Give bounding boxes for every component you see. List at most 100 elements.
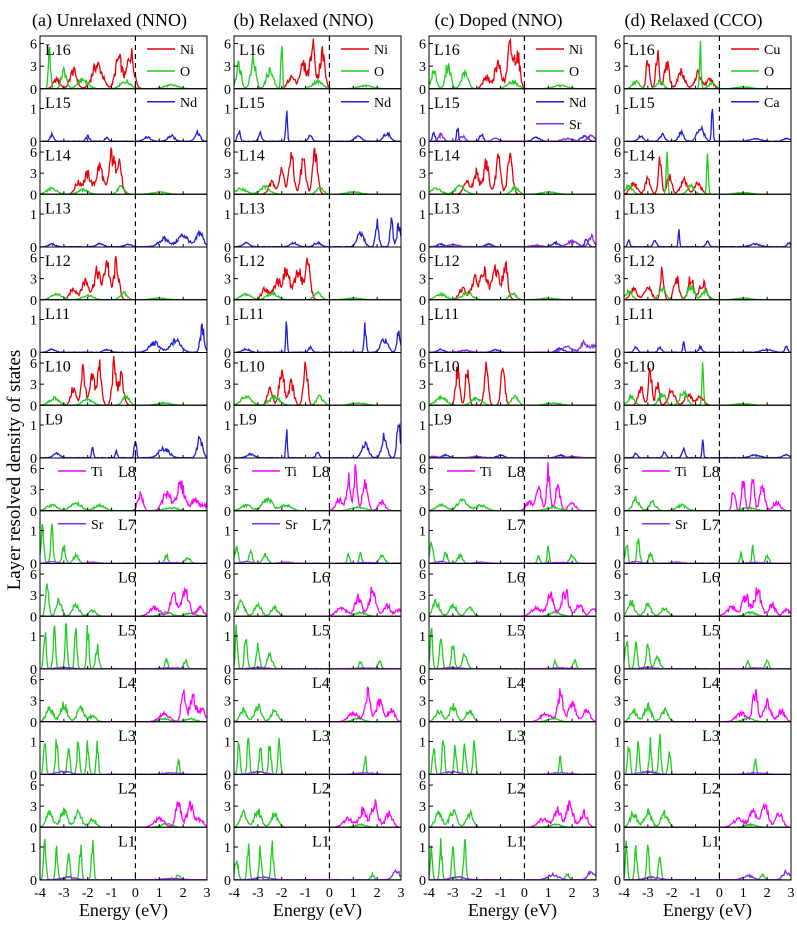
y-tick-label: 6 (30, 568, 37, 583)
y-tick-label: 1 (224, 841, 231, 856)
y-tick-label: 1 (419, 525, 426, 540)
x-tick-label: 1 (740, 886, 747, 901)
legend-label: Nd (374, 96, 391, 111)
y-tick-label: 1 (419, 630, 426, 645)
layer-label: L16 (434, 42, 460, 59)
layer-label: L5 (507, 622, 525, 639)
y-tick-label: 3 (30, 273, 37, 288)
y-tick-label: 0 (224, 874, 231, 889)
layer-label: L1 (507, 833, 525, 850)
y-tick-label: 0 (419, 136, 426, 151)
x-tick-label: 0 (326, 886, 333, 901)
y-tick-label: 1 (419, 419, 426, 434)
layer-label: L4 (118, 675, 136, 692)
y-tick-label: 3 (614, 800, 621, 815)
y-tick-label: 0 (30, 769, 37, 784)
y-tick-label: 6 (224, 674, 231, 689)
y-tick-label: 0 (224, 136, 231, 151)
y-tick-label: 6 (419, 38, 426, 53)
series-o (624, 538, 791, 564)
layer-frame (39, 826, 208, 881)
layer-label: L1 (312, 833, 330, 850)
layer-label: L6 (118, 570, 136, 587)
y-tick-label: 1 (614, 630, 621, 645)
layer-label: L9 (239, 411, 257, 428)
series-o (624, 640, 791, 669)
layer-label: L13 (45, 200, 71, 217)
y-tick-label: 1 (30, 419, 37, 434)
layer-l1: 0 1 L1 (224, 826, 402, 889)
x-tick-label: -1 (106, 886, 118, 901)
layer-label: L4 (702, 675, 720, 692)
legend-label: Sr (675, 518, 688, 533)
y-tick-label: 1 (224, 736, 231, 751)
series-o (40, 739, 207, 775)
panel-title: (a) Unrelaxed (NNO) (32, 10, 187, 31)
series-ti (429, 799, 596, 828)
y-tick-label: 3 (224, 800, 231, 815)
y-tick-label: 0 (614, 610, 621, 625)
layer-label: L11 (45, 306, 70, 323)
y-tick-label: 1 (614, 208, 621, 223)
series-o (624, 808, 791, 828)
layer-label: L5 (702, 622, 720, 639)
y-tick-label: 0 (224, 452, 231, 467)
y-tick-label: 3 (419, 167, 426, 182)
y-tick-label: 3 (419, 695, 426, 710)
series-ca (624, 341, 791, 353)
x-tick-label: 3 (593, 886, 600, 901)
y-tick-label: 0 (614, 294, 621, 309)
y-tick-label: 6 (419, 568, 426, 583)
series-nd (40, 128, 207, 142)
layer-label: L10 (629, 359, 655, 376)
y-tick-label: 3 (30, 60, 37, 75)
y-tick-label: 1 (614, 419, 621, 434)
layer-label: L12 (45, 253, 71, 270)
y-tick-label: 6 (30, 779, 37, 794)
y-tick-label: 1 (614, 525, 621, 540)
y-tick-label: 1 (30, 208, 37, 223)
y-tick-label: 6 (419, 357, 426, 372)
layer-label: L3 (507, 728, 525, 745)
layer-l15: 0 1 L15 Nd (224, 88, 402, 151)
y-tick-label: 0 (224, 716, 231, 731)
y-tick-label: 0 (30, 452, 37, 467)
legend-label: Ca (764, 96, 780, 111)
layer-l15: 0 1 L15 Nd Sr (419, 88, 597, 151)
x-tick-label: 3 (204, 886, 211, 901)
x-tick-label: -3 (58, 886, 70, 901)
layer-label: L14 (629, 148, 655, 165)
panel-title: (b) Relaxed (NNO) (234, 10, 374, 31)
series-ti (429, 589, 596, 617)
y-tick-label: 6 (614, 38, 621, 53)
layer-label: L7 (702, 517, 720, 534)
y-tick-label: 0 (224, 505, 231, 520)
layer-label: L12 (629, 253, 655, 270)
y-tick-label: 0 (614, 663, 621, 678)
y-tick-label: 6 (224, 146, 231, 161)
y-tick-label: 3 (30, 800, 37, 815)
series-sr (429, 132, 596, 142)
y-tick-label: 1 (614, 103, 621, 118)
y-tick-label: 6 (419, 779, 426, 794)
y-tick-label: 0 (419, 716, 426, 731)
y-tick-label: 3 (224, 589, 231, 604)
y-tick-label: 1 (224, 525, 231, 540)
y-tick-label: 0 (419, 294, 426, 309)
series-o (429, 184, 596, 195)
series-o (40, 500, 207, 511)
series-o (429, 498, 596, 511)
x-tick-label: -2 (666, 886, 678, 901)
x-tick-label: 1 (545, 886, 552, 901)
layer-frame (623, 404, 792, 459)
series-ti (40, 480, 207, 511)
layer-label: L7 (312, 517, 330, 534)
y-tick-label: 0 (30, 505, 37, 520)
layer-label: L10 (239, 359, 265, 376)
x-tick-label: 2 (569, 886, 576, 901)
layer-label: L8 (312, 464, 330, 481)
y-tick-label: 6 (224, 568, 231, 583)
y-tick-label: 6 (224, 357, 231, 372)
y-tick-label: 0 (224, 188, 231, 203)
